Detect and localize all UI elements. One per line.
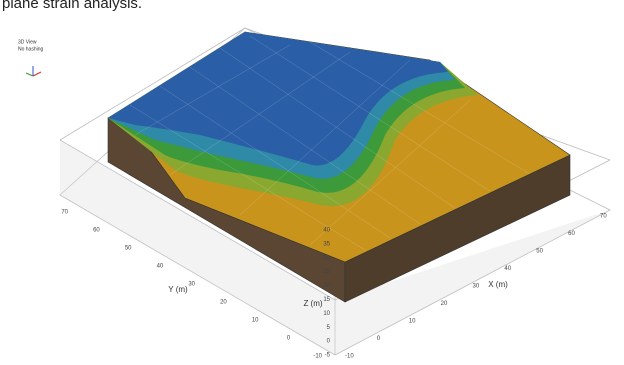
view-info: 3D View xyxy=(18,39,37,45)
y-tick-label: 10 xyxy=(252,318,259,324)
x-tick-label: 20 xyxy=(441,301,448,307)
z-tick-label: 25 xyxy=(323,269,330,275)
y-tick-label: 40 xyxy=(157,264,164,270)
z-tick-label: 35 xyxy=(323,241,330,247)
view-info: No hashing xyxy=(18,46,44,52)
y-tick-label: 50 xyxy=(125,246,132,252)
x-tick-label: 40 xyxy=(504,266,511,272)
z-tick-label: 30 xyxy=(323,255,330,261)
x-axis-label: X (m) xyxy=(488,280,508,289)
z-tick-label: 10 xyxy=(323,311,330,317)
y-tick-label: 20 xyxy=(220,300,227,306)
z-tick-label: 20 xyxy=(323,283,330,289)
x-tick-label: -10 xyxy=(345,354,354,360)
model-view: plane strain analysis. 3D View No hashin… xyxy=(0,0,624,365)
z-tick-label: 15 xyxy=(323,297,330,303)
x-tick-label: 10 xyxy=(409,319,416,325)
y-tick-label: -10 xyxy=(313,354,322,360)
screenshot: plane strain analysis. 3D View No hashin… xyxy=(0,0,624,365)
y-tick-label: 70 xyxy=(61,210,68,216)
orientation-triad xyxy=(26,66,41,76)
y-tick-label: 60 xyxy=(93,228,100,234)
z-tick-label: 40 xyxy=(323,228,330,234)
y-tick-label: 30 xyxy=(188,282,195,288)
y-tick-label: 0 xyxy=(287,336,291,342)
x-tick-label: 50 xyxy=(536,249,543,255)
x-tick-label: 0 xyxy=(377,336,381,342)
x-tick-label: 70 xyxy=(600,214,607,220)
x-tick-label: 30 xyxy=(473,284,480,290)
x-tick-label: 60 xyxy=(568,231,575,237)
y-axis-label: Y (m) xyxy=(168,285,188,294)
z-axis-label: Z (m) xyxy=(303,299,322,308)
z-tick-label: -5 xyxy=(325,353,331,359)
caption: plane strain analysis. xyxy=(2,0,142,12)
